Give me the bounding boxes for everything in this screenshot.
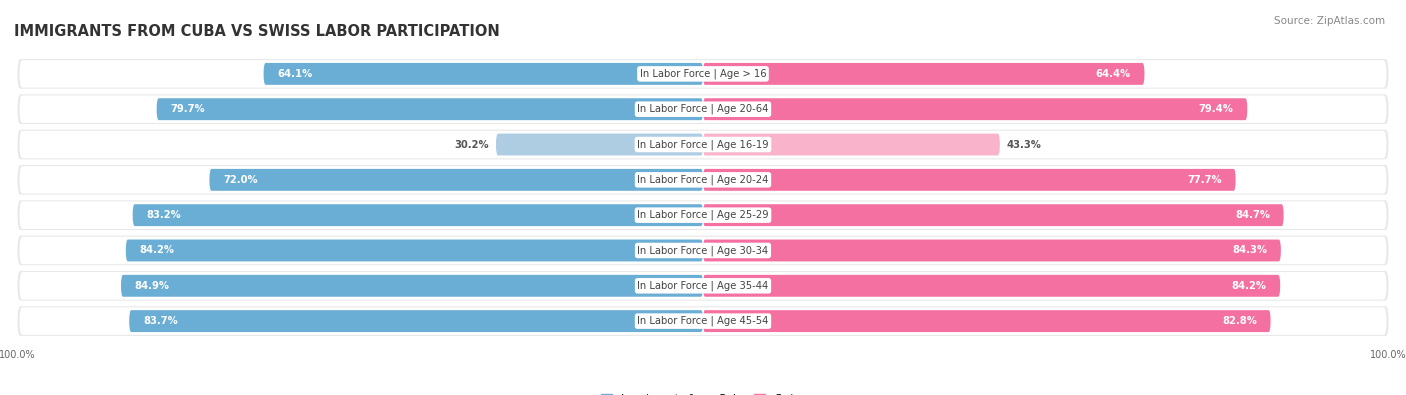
Text: 84.9%: 84.9% (135, 281, 170, 291)
FancyBboxPatch shape (20, 201, 1386, 229)
FancyBboxPatch shape (703, 98, 1247, 120)
Text: 84.7%: 84.7% (1234, 210, 1270, 220)
Text: 83.2%: 83.2% (146, 210, 181, 220)
Text: In Labor Force | Age 45-54: In Labor Force | Age 45-54 (637, 316, 769, 326)
FancyBboxPatch shape (703, 134, 1000, 156)
Text: 79.7%: 79.7% (170, 104, 205, 114)
FancyBboxPatch shape (703, 204, 1284, 226)
Text: 84.2%: 84.2% (139, 245, 174, 256)
FancyBboxPatch shape (703, 239, 1281, 261)
Text: 30.2%: 30.2% (454, 139, 489, 150)
FancyBboxPatch shape (17, 306, 1389, 336)
Text: 84.3%: 84.3% (1232, 245, 1267, 256)
FancyBboxPatch shape (20, 166, 1386, 194)
Text: In Labor Force | Age 16-19: In Labor Force | Age 16-19 (637, 139, 769, 150)
Text: 82.8%: 82.8% (1222, 316, 1257, 326)
Text: In Labor Force | Age 35-44: In Labor Force | Age 35-44 (637, 280, 769, 291)
FancyBboxPatch shape (703, 275, 1281, 297)
FancyBboxPatch shape (496, 134, 703, 156)
FancyBboxPatch shape (17, 200, 1389, 230)
FancyBboxPatch shape (20, 96, 1386, 123)
Text: In Labor Force | Age 20-64: In Labor Force | Age 20-64 (637, 104, 769, 115)
Text: 64.1%: 64.1% (277, 69, 312, 79)
FancyBboxPatch shape (703, 63, 1144, 85)
Text: 84.2%: 84.2% (1232, 281, 1267, 291)
FancyBboxPatch shape (125, 239, 703, 261)
Text: 64.4%: 64.4% (1095, 69, 1130, 79)
FancyBboxPatch shape (121, 275, 703, 297)
Text: 79.4%: 79.4% (1199, 104, 1233, 114)
Text: IMMIGRANTS FROM CUBA VS SWISS LABOR PARTICIPATION: IMMIGRANTS FROM CUBA VS SWISS LABOR PART… (14, 24, 499, 39)
FancyBboxPatch shape (20, 272, 1386, 299)
FancyBboxPatch shape (156, 98, 703, 120)
FancyBboxPatch shape (263, 63, 703, 85)
FancyBboxPatch shape (20, 60, 1386, 88)
FancyBboxPatch shape (20, 131, 1386, 158)
Text: In Labor Force | Age 30-34: In Labor Force | Age 30-34 (637, 245, 769, 256)
Text: 83.7%: 83.7% (143, 316, 177, 326)
Text: Source: ZipAtlas.com: Source: ZipAtlas.com (1274, 16, 1385, 26)
Text: 77.7%: 77.7% (1187, 175, 1222, 185)
Legend: Immigrants from Cuba, Swiss: Immigrants from Cuba, Swiss (598, 389, 808, 395)
FancyBboxPatch shape (129, 310, 703, 332)
FancyBboxPatch shape (132, 204, 703, 226)
Text: In Labor Force | Age 20-24: In Labor Force | Age 20-24 (637, 175, 769, 185)
Text: In Labor Force | Age 25-29: In Labor Force | Age 25-29 (637, 210, 769, 220)
FancyBboxPatch shape (209, 169, 703, 191)
FancyBboxPatch shape (17, 236, 1389, 265)
FancyBboxPatch shape (20, 307, 1386, 335)
FancyBboxPatch shape (17, 130, 1389, 159)
FancyBboxPatch shape (20, 237, 1386, 264)
FancyBboxPatch shape (17, 59, 1389, 89)
FancyBboxPatch shape (703, 310, 1271, 332)
Text: 72.0%: 72.0% (224, 175, 257, 185)
FancyBboxPatch shape (17, 94, 1389, 124)
Text: 43.3%: 43.3% (1007, 139, 1042, 150)
Text: In Labor Force | Age > 16: In Labor Force | Age > 16 (640, 69, 766, 79)
FancyBboxPatch shape (17, 271, 1389, 301)
FancyBboxPatch shape (17, 165, 1389, 195)
FancyBboxPatch shape (703, 169, 1236, 191)
